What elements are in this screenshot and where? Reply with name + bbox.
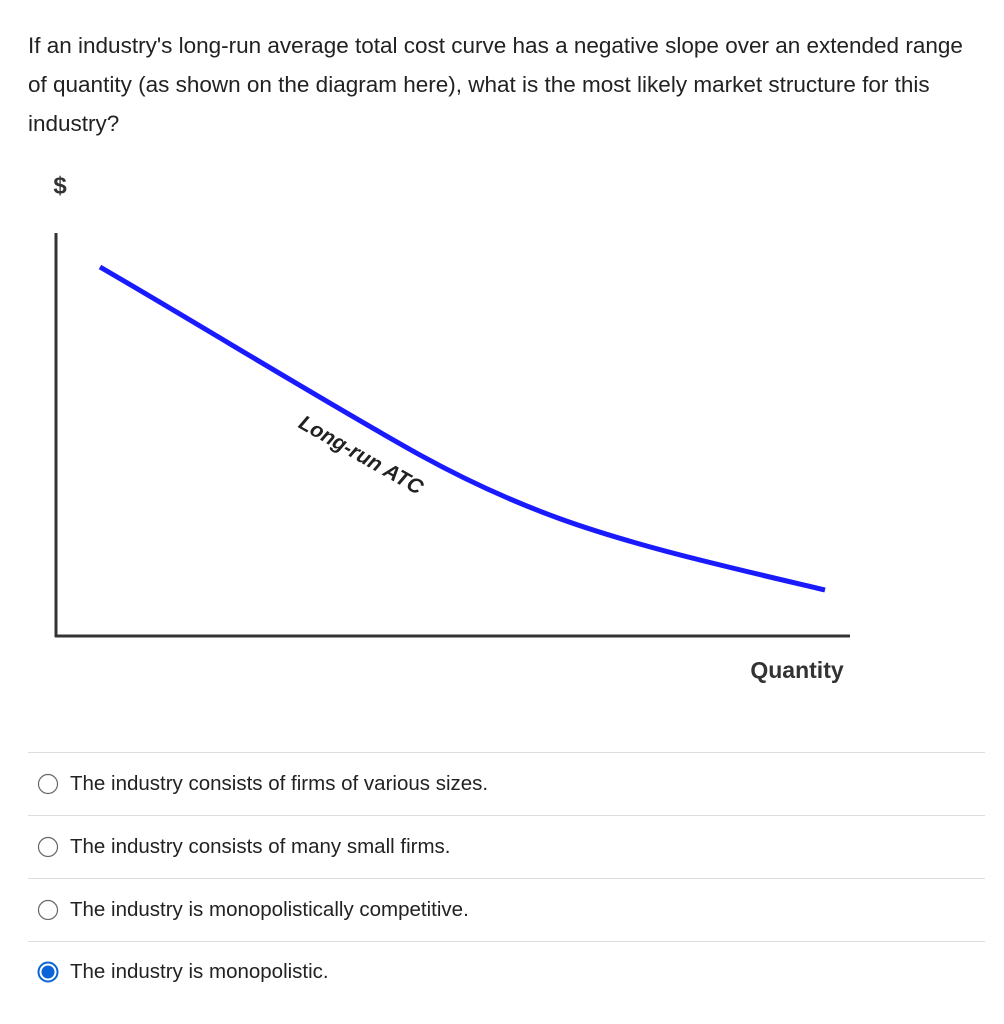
radio-button[interactable] — [37, 836, 59, 858]
option-text[interactable]: The industry is monopolistically competi… — [70, 898, 469, 921]
y-axis-label: $ — [53, 172, 67, 199]
radio-button[interactable] — [37, 961, 59, 983]
answer-option[interactable]: The industry consists of firms of variou… — [28, 752, 985, 815]
atc-curve — [98, 264, 826, 593]
options-list: The industry consists of firms of variou… — [28, 752, 985, 1002]
radio-button[interactable] — [37, 899, 59, 921]
answer-option[interactable]: The industry is monopolistically competi… — [28, 878, 985, 941]
curve-label: Long-run ATC — [295, 411, 428, 500]
answer-option[interactable]: The industry is monopolistic. — [28, 941, 985, 1002]
option-text[interactable]: The industry consists of firms of variou… — [70, 772, 489, 795]
option-text[interactable]: The industry is monopolistic. — [70, 960, 329, 983]
radio-button[interactable] — [37, 773, 59, 795]
question-text: If an industry's long-run average total … — [28, 33, 963, 136]
diagram: $ Long-run ATC Quantity — [53, 172, 850, 683]
x-axis-label: Quantity — [750, 657, 843, 683]
answer-option[interactable]: The industry consists of many small firm… — [28, 815, 985, 878]
option-text[interactable]: The industry consists of many small firm… — [70, 835, 451, 858]
